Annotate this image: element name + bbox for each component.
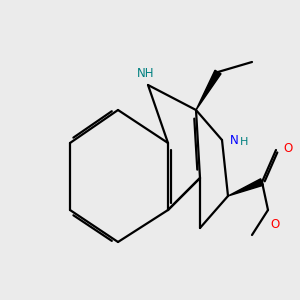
Text: N: N bbox=[230, 134, 239, 146]
Text: NH: NH bbox=[137, 67, 155, 80]
Text: O: O bbox=[283, 142, 292, 154]
Text: O: O bbox=[270, 218, 279, 231]
Polygon shape bbox=[228, 179, 263, 196]
Polygon shape bbox=[196, 70, 221, 110]
Text: H: H bbox=[240, 137, 248, 147]
